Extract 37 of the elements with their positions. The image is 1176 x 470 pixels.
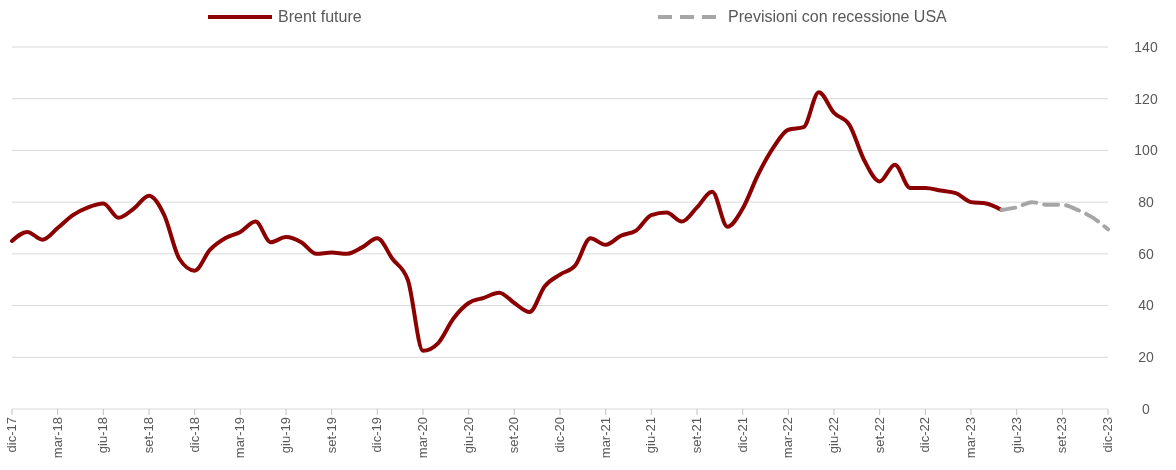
x-tick-label: dic-22 [917, 417, 933, 453]
x-tick-label: mar-20 [415, 417, 430, 459]
x-tick-label: set-19 [323, 417, 339, 454]
y-tick-label: 40 [1138, 297, 1154, 314]
x-tick-label: giu-22 [826, 417, 841, 454]
x-tick-label: giu-21 [643, 417, 659, 454]
y-tick-label: 60 [1138, 245, 1154, 262]
x-tick-label: mar-22 [780, 417, 796, 459]
x-tick-label: giu-19 [278, 417, 293, 454]
x-tick-label: mar-19 [232, 417, 248, 459]
x-tick-label: dic-21 [734, 417, 750, 453]
y-tick-label: 120 [1134, 90, 1158, 107]
x-tick-label: giu-23 [1008, 417, 1024, 454]
x-tick-label: mar-18 [49, 417, 65, 459]
x-tick-label: giu-18 [95, 417, 111, 454]
y-tick-label: 140 [1134, 38, 1158, 55]
line-series [999, 200, 1110, 232]
y-tick-label: 20 [1138, 349, 1154, 366]
x-tick-label: set-20 [506, 417, 522, 454]
x-tick-label: dic-20 [552, 417, 567, 453]
legend-label: Previsioni con recessione USA [728, 8, 948, 25]
x-tick-label: dic-18 [186, 417, 202, 453]
x-tick-label: set-22 [871, 417, 887, 454]
legend-label: Brent future [278, 8, 362, 25]
x-tick-label: set-23 [1054, 417, 1070, 454]
y-tick-label: 100 [1134, 142, 1158, 159]
x-tick-label: dic-19 [369, 417, 385, 453]
x-tick-label: mar-23 [963, 417, 978, 459]
x-tick-label: set-21 [689, 417, 704, 454]
x-tick-label: giu-20 [460, 417, 476, 454]
y-tick-label: 80 [1138, 194, 1154, 211]
x-tick-label: mar-21 [597, 417, 613, 459]
y-tick-label: 0 [1142, 400, 1151, 417]
line-series [10, 90, 1004, 353]
x-tick-label: set-18 [141, 417, 156, 454]
x-tick-label: dic-17 [4, 417, 19, 453]
x-tick-label: dic-23 [1100, 417, 1115, 453]
